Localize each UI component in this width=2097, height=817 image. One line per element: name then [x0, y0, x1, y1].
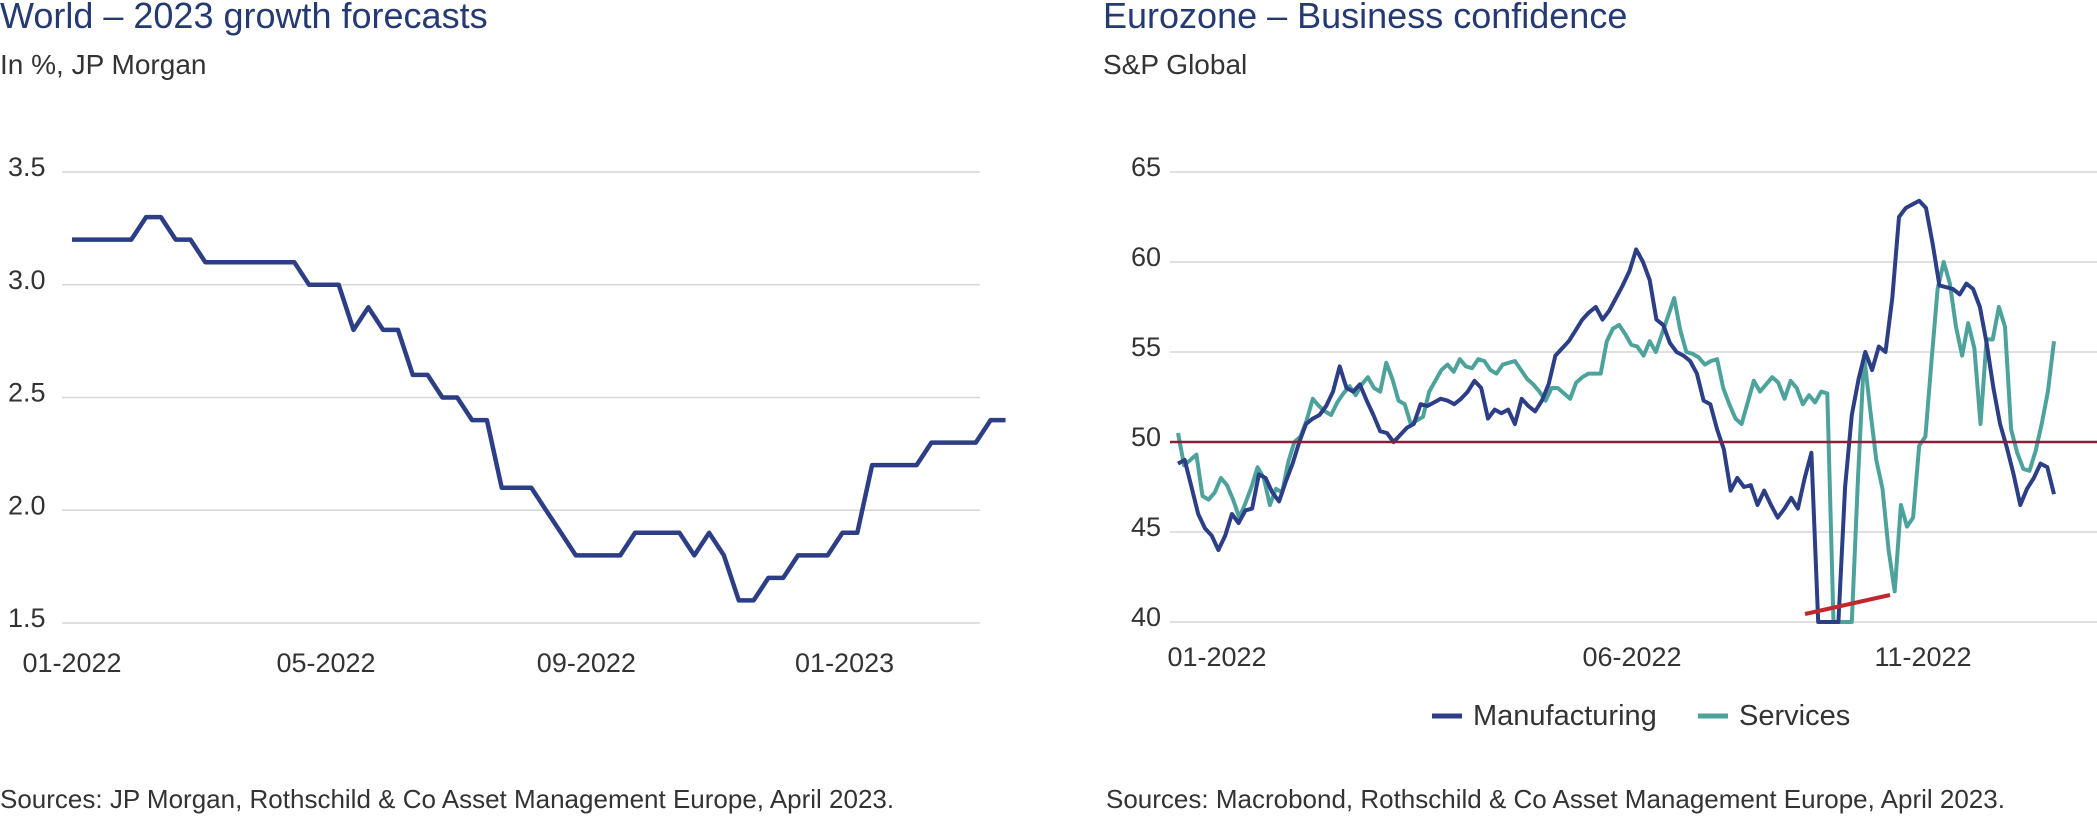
- y-tick-label: 2.0: [8, 490, 46, 520]
- x-tick-label: 06-2022: [1582, 642, 1681, 672]
- x-tick-label: 01-2023: [795, 648, 894, 678]
- chart-eurozone-business-confidence: Eurozone – Business confidence S&P Globa…: [1103, 0, 2097, 814]
- chart-world-growth-forecasts: World – 2023 growth forecasts In %, JP M…: [0, 0, 1006, 814]
- y-tick-label: 60: [1131, 242, 1161, 272]
- legend: Manufacturing Services: [1432, 700, 1850, 732]
- annotation-arrow-line: [1804, 593, 1891, 616]
- chart-title: World – 2023 growth forecasts: [0, 0, 488, 36]
- x-tick-label: 09-2022: [537, 648, 636, 678]
- series-line-growth-forecast: [72, 214, 1006, 603]
- series-line-manufacturing: [1177, 198, 2056, 624]
- x-tick-label: 05-2022: [276, 648, 375, 678]
- gridlines: [62, 171, 980, 624]
- source-note: Sources: Macrobond, Rothschild & Co Asse…: [1106, 784, 2005, 814]
- y-tick-label: 45: [1131, 512, 1161, 542]
- y-tick-label: 2.5: [8, 378, 46, 408]
- chart-subtitle: In %, JP Morgan: [0, 49, 206, 80]
- x-tick-label: 01-2022: [1167, 642, 1266, 672]
- y-tick-label: 1.5: [8, 603, 46, 633]
- x-axis-ticks: 01-2022 06-2022 11-2022: [1167, 642, 1971, 672]
- x-tick-label: 01-2022: [22, 648, 121, 678]
- legend-label-manufacturing: Manufacturing: [1473, 700, 1657, 732]
- y-tick-label: 40: [1131, 602, 1161, 632]
- source-note: Sources: JP Morgan, Rothschild & Co Asse…: [0, 784, 894, 814]
- y-tick-label: 55: [1131, 332, 1161, 362]
- y-axis-ticks: 65 60 55 50 45 40: [1131, 152, 1161, 632]
- gridlines: [1170, 171, 2097, 623]
- y-tick-label: 3.0: [8, 265, 46, 295]
- chart-subtitle: S&P Global: [1103, 49, 1247, 80]
- legend-label-services: Services: [1739, 700, 1850, 732]
- x-axis-ticks: 01-2022 05-2022 09-2022 01-2023: [22, 648, 894, 678]
- y-axis-ticks: 3.5 3.0 2.5 2.0 1.5: [8, 152, 46, 633]
- y-tick-label: 3.5: [8, 152, 46, 182]
- y-tick-label: 65: [1131, 152, 1161, 182]
- y-tick-label: 50: [1131, 422, 1161, 452]
- x-tick-label: 11-2022: [1874, 642, 1971, 672]
- chart-title: Eurozone – Business confidence: [1103, 0, 1627, 36]
